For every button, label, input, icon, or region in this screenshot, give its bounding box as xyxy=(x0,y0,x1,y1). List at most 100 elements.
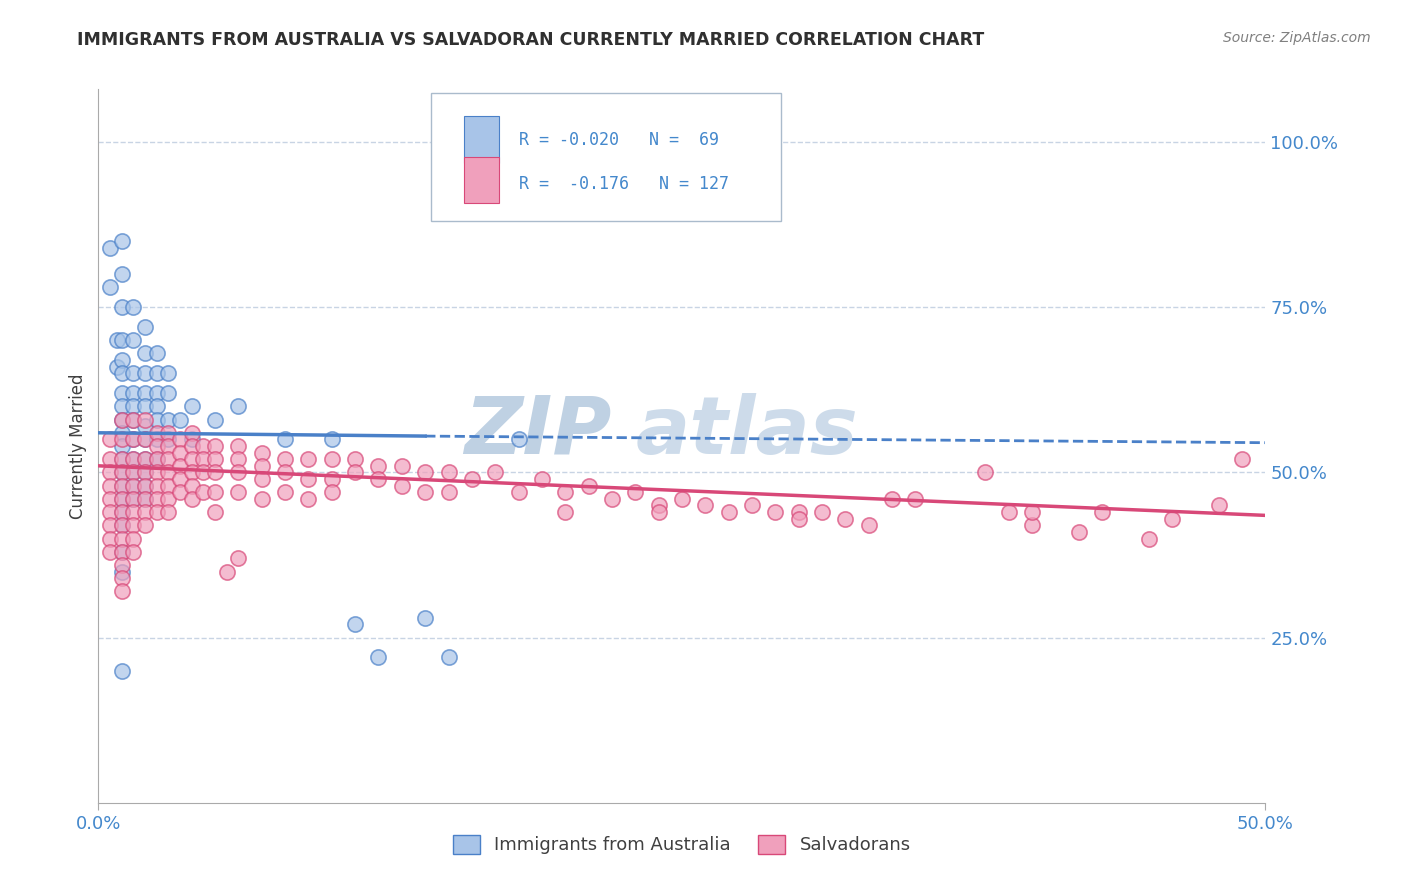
Point xyxy=(274,433,297,447)
Point xyxy=(122,518,145,533)
Point xyxy=(554,485,576,500)
Point xyxy=(134,478,156,492)
Point xyxy=(169,445,191,459)
Point xyxy=(146,452,169,467)
Point xyxy=(134,433,156,447)
Text: atlas: atlas xyxy=(636,392,858,471)
Point xyxy=(193,466,215,480)
Point xyxy=(122,491,145,506)
Point xyxy=(122,491,145,506)
Point xyxy=(647,499,669,513)
Point xyxy=(146,439,169,453)
Point xyxy=(204,412,226,426)
Legend: Immigrants from Australia, Salvadorans: Immigrants from Australia, Salvadorans xyxy=(446,828,918,862)
Point xyxy=(554,505,576,519)
Point xyxy=(1230,452,1253,467)
Point xyxy=(228,485,250,500)
Y-axis label: Currently Married: Currently Married xyxy=(69,373,87,519)
Point xyxy=(111,478,134,492)
Point xyxy=(122,452,145,467)
Point xyxy=(180,452,202,467)
Point xyxy=(111,518,134,533)
Point xyxy=(180,425,202,440)
Point xyxy=(157,452,180,467)
Point xyxy=(122,478,145,492)
Point xyxy=(111,433,134,447)
Point xyxy=(122,433,145,447)
Point xyxy=(169,412,191,426)
Point xyxy=(98,518,121,533)
Point xyxy=(134,491,156,506)
Point xyxy=(297,472,319,486)
Point xyxy=(250,472,273,486)
Point xyxy=(157,466,180,480)
Point xyxy=(134,518,156,533)
Point xyxy=(204,439,226,453)
Point xyxy=(437,466,460,480)
Point xyxy=(111,386,134,401)
Point xyxy=(134,433,156,447)
Point xyxy=(321,433,343,447)
Point xyxy=(1208,499,1230,513)
Point xyxy=(146,452,169,467)
Point xyxy=(98,241,121,255)
Point xyxy=(508,433,530,447)
Point xyxy=(600,491,623,506)
Point xyxy=(157,367,180,381)
Point xyxy=(157,386,180,401)
Point xyxy=(111,584,134,599)
Text: Source: ZipAtlas.com: Source: ZipAtlas.com xyxy=(1223,31,1371,45)
Point xyxy=(624,485,647,500)
Point xyxy=(98,491,121,506)
FancyBboxPatch shape xyxy=(432,93,782,221)
Point xyxy=(146,478,169,492)
Point xyxy=(180,439,202,453)
Point xyxy=(413,466,436,480)
Point xyxy=(98,532,121,546)
Point xyxy=(578,478,600,492)
Point xyxy=(122,367,145,381)
Point xyxy=(146,491,169,506)
Point xyxy=(321,472,343,486)
Point xyxy=(1091,505,1114,519)
Point xyxy=(437,485,460,500)
Point xyxy=(157,505,180,519)
Point xyxy=(111,267,134,281)
Point xyxy=(250,491,273,506)
Point xyxy=(111,452,134,467)
Point xyxy=(1021,518,1043,533)
Point xyxy=(228,466,250,480)
Point xyxy=(146,412,169,426)
Point xyxy=(180,400,202,414)
Point xyxy=(437,650,460,665)
Point xyxy=(1021,505,1043,519)
Point xyxy=(180,433,202,447)
Point xyxy=(157,425,180,440)
Point xyxy=(508,485,530,500)
Point xyxy=(98,478,121,492)
Point xyxy=(274,485,297,500)
Point xyxy=(134,466,156,480)
Text: R = -0.020   N =  69: R = -0.020 N = 69 xyxy=(519,131,718,149)
Point xyxy=(274,466,297,480)
Point xyxy=(134,400,156,414)
Point xyxy=(180,466,202,480)
Point xyxy=(880,491,903,506)
Point xyxy=(858,518,880,533)
Point xyxy=(695,499,717,513)
Point xyxy=(122,433,145,447)
Point xyxy=(146,400,169,414)
Point xyxy=(122,333,145,347)
Point xyxy=(157,491,180,506)
Point xyxy=(98,452,121,467)
Point xyxy=(134,491,156,506)
Point xyxy=(111,491,134,506)
Point xyxy=(391,478,413,492)
Point xyxy=(367,650,389,665)
Point xyxy=(367,472,389,486)
Point xyxy=(111,532,134,546)
Point xyxy=(111,505,134,519)
Point xyxy=(1067,524,1090,539)
Bar xyxy=(464,116,499,162)
Point xyxy=(111,353,134,368)
